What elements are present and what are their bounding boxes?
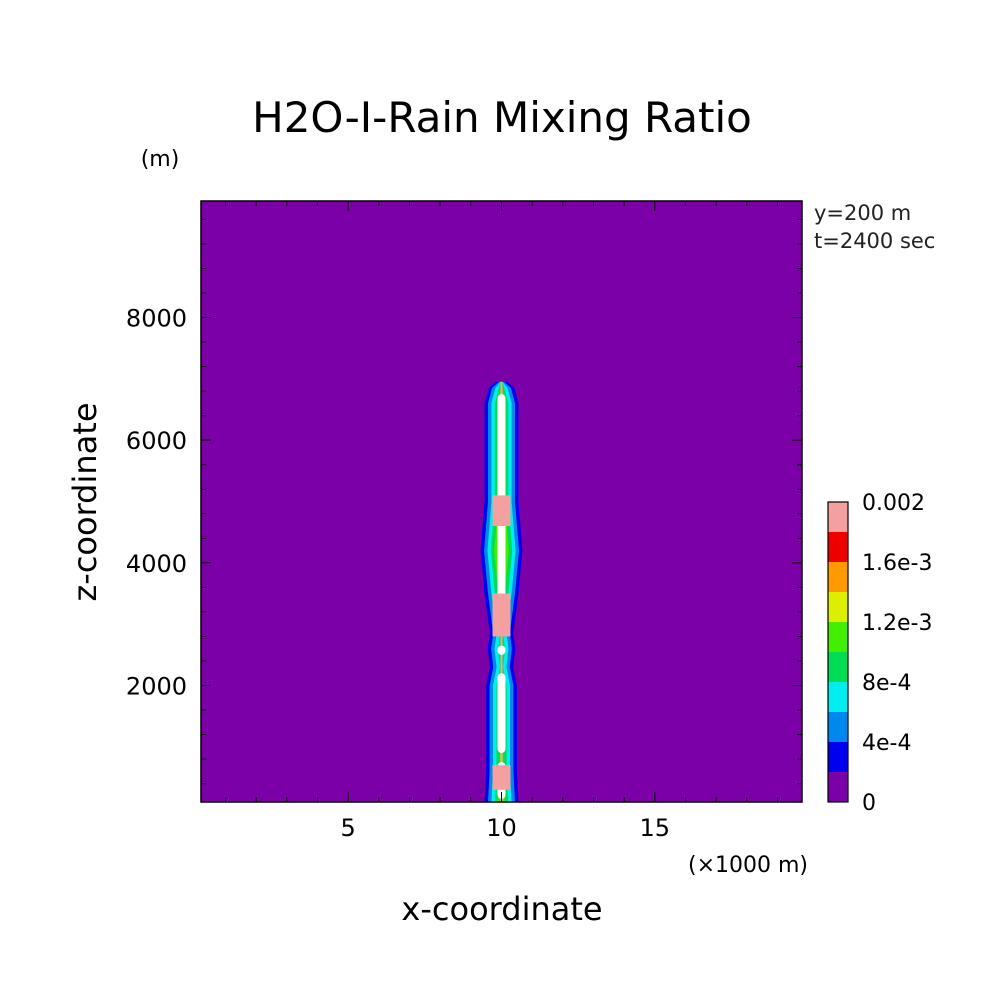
y-tick-label: 8000	[126, 305, 187, 333]
colorbar-label: 4e-4	[862, 731, 911, 756]
y-tick-label: 6000	[126, 427, 187, 455]
x-unit-label: (×1000 m)	[688, 853, 808, 878]
colorbar-label: 0.002	[862, 491, 925, 516]
rain-core-3	[497, 645, 506, 655]
colorbar-swatch	[828, 502, 848, 532]
axis-ticks: 5 10 15 2000 4000 6000 8000	[126, 201, 802, 842]
y-tick-label: 2000	[126, 672, 187, 700]
pink-band-2	[492, 593, 511, 637]
x-axis-label: x-coordinate	[401, 890, 602, 928]
pink-band-1	[492, 765, 511, 790]
colorbar-swatch	[828, 622, 848, 652]
colorbar-swatch	[828, 592, 848, 622]
y-tick-label: 4000	[126, 550, 187, 578]
colorbar-label: 8e-4	[862, 671, 911, 696]
chart-title: H2O-I-Rain Mixing Ratio	[252, 93, 752, 142]
annotation-y: y=200 m	[814, 201, 911, 225]
colorbar-swatch	[828, 682, 848, 712]
plot-area	[200, 200, 803, 803]
colorbar: 0 4e-4 8e-4 1.2e-3 1.6e-3 0.002	[827, 491, 932, 816]
pink-band-3	[492, 495, 511, 527]
colorbar-label: 0	[862, 791, 876, 816]
x-tick-label: 15	[640, 814, 671, 842]
annotation-t: t=2400 sec	[814, 229, 935, 253]
colorbar-swatch	[828, 562, 848, 592]
colorbar-swatch	[828, 652, 848, 682]
colorbar-label: 1.6e-3	[862, 551, 932, 576]
colorbar-swatch	[828, 742, 848, 772]
colorbar-swatch	[828, 772, 848, 802]
rain-core-2	[497, 673, 506, 753]
colorbar-label: 1.2e-3	[862, 611, 932, 636]
colorbar-swatch	[828, 712, 848, 742]
y-axis-label: z-coordinate	[66, 402, 104, 601]
colorbar-swatch	[828, 532, 848, 562]
y-unit-label: (m)	[141, 147, 180, 172]
colorbar-frame	[827, 501, 849, 803]
x-tick-label: 5	[341, 814, 356, 842]
x-tick-label: 10	[486, 814, 517, 842]
